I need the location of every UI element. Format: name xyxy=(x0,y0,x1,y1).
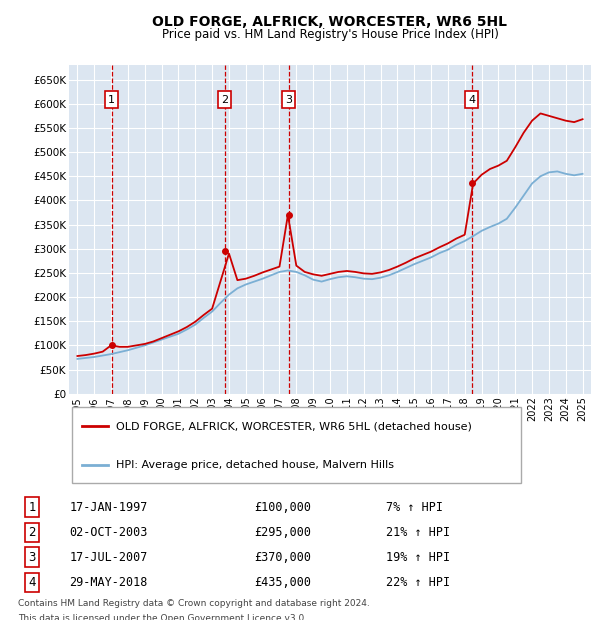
Text: £370,000: £370,000 xyxy=(254,551,311,564)
Text: £435,000: £435,000 xyxy=(254,576,311,589)
Text: OLD FORGE, ALFRICK, WORCESTER, WR6 5HL: OLD FORGE, ALFRICK, WORCESTER, WR6 5HL xyxy=(152,15,508,29)
Text: 2: 2 xyxy=(221,95,229,105)
Text: 02-OCT-2003: 02-OCT-2003 xyxy=(70,526,148,539)
Text: £295,000: £295,000 xyxy=(254,526,311,539)
Text: 4: 4 xyxy=(468,95,475,105)
Text: HPI: Average price, detached house, Malvern Hills: HPI: Average price, detached house, Malv… xyxy=(116,460,394,470)
Text: 4: 4 xyxy=(28,576,36,589)
Text: 22% ↑ HPI: 22% ↑ HPI xyxy=(386,576,451,589)
Text: £100,000: £100,000 xyxy=(254,501,311,514)
Text: 19% ↑ HPI: 19% ↑ HPI xyxy=(386,551,451,564)
Text: 29-MAY-2018: 29-MAY-2018 xyxy=(70,576,148,589)
Text: 1: 1 xyxy=(108,95,115,105)
Text: 17-JUL-2007: 17-JUL-2007 xyxy=(70,551,148,564)
Text: 1: 1 xyxy=(28,501,36,514)
Text: 3: 3 xyxy=(285,95,292,105)
Text: 2: 2 xyxy=(28,526,36,539)
Text: This data is licensed under the Open Government Licence v3.0.: This data is licensed under the Open Gov… xyxy=(18,614,307,620)
FancyBboxPatch shape xyxy=(71,407,521,482)
Text: Contains HM Land Registry data © Crown copyright and database right 2024.: Contains HM Land Registry data © Crown c… xyxy=(18,599,370,608)
Text: 3: 3 xyxy=(28,551,36,564)
Text: 17-JAN-1997: 17-JAN-1997 xyxy=(70,501,148,514)
Text: 7% ↑ HPI: 7% ↑ HPI xyxy=(386,501,443,514)
Text: OLD FORGE, ALFRICK, WORCESTER, WR6 5HL (detached house): OLD FORGE, ALFRICK, WORCESTER, WR6 5HL (… xyxy=(116,422,472,432)
Text: Price paid vs. HM Land Registry's House Price Index (HPI): Price paid vs. HM Land Registry's House … xyxy=(161,28,499,40)
Text: 21% ↑ HPI: 21% ↑ HPI xyxy=(386,526,451,539)
